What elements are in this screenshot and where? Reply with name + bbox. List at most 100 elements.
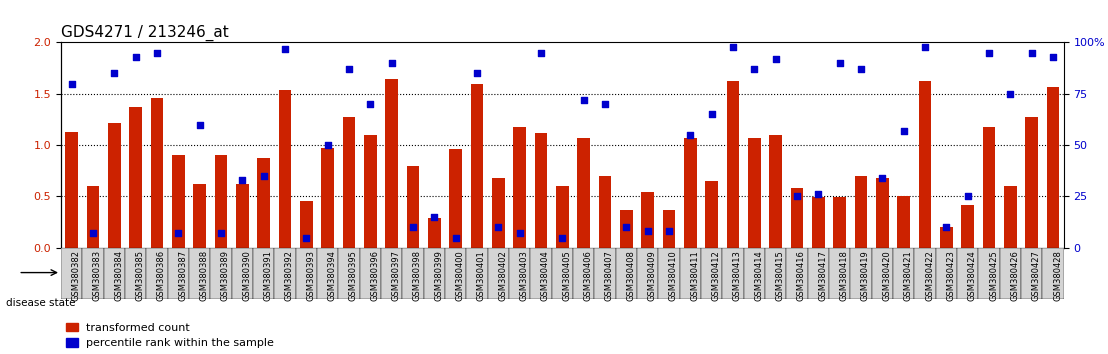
Bar <box>940 227 953 248</box>
Text: GSM380425: GSM380425 <box>989 250 998 301</box>
FancyBboxPatch shape <box>423 248 445 299</box>
Point <box>340 66 358 72</box>
Bar <box>86 186 100 248</box>
Text: GSM380416: GSM380416 <box>797 250 806 301</box>
FancyBboxPatch shape <box>509 248 531 299</box>
Bar <box>471 84 483 248</box>
Text: GSM380401: GSM380401 <box>476 250 486 301</box>
Text: GSM380417: GSM380417 <box>819 250 828 301</box>
FancyBboxPatch shape <box>1043 248 1064 299</box>
Bar <box>577 138 591 248</box>
FancyBboxPatch shape <box>658 248 679 299</box>
Text: GSM380390: GSM380390 <box>243 250 252 301</box>
Point <box>255 173 273 179</box>
Bar <box>897 196 910 248</box>
FancyBboxPatch shape <box>594 248 616 299</box>
Bar <box>1047 87 1059 248</box>
Bar <box>513 127 526 248</box>
Text: GSM380422: GSM380422 <box>925 250 934 301</box>
FancyBboxPatch shape <box>104 248 125 299</box>
Point <box>895 128 913 133</box>
Point <box>319 142 337 148</box>
Text: GSM380399: GSM380399 <box>434 250 443 301</box>
Point <box>746 66 763 72</box>
Text: GSM380396: GSM380396 <box>370 250 379 301</box>
Text: GSM380420: GSM380420 <box>882 250 891 301</box>
Point <box>1023 50 1040 56</box>
Bar <box>363 135 377 248</box>
Bar <box>492 178 505 248</box>
Point <box>831 60 849 66</box>
Point <box>852 66 870 72</box>
Point <box>490 224 507 230</box>
FancyBboxPatch shape <box>445 248 466 299</box>
Text: GSM380382: GSM380382 <box>72 250 81 301</box>
Point <box>447 235 464 240</box>
FancyBboxPatch shape <box>381 248 402 299</box>
FancyBboxPatch shape <box>125 248 146 299</box>
FancyBboxPatch shape <box>61 255 573 290</box>
FancyBboxPatch shape <box>722 248 743 299</box>
Bar <box>706 181 718 248</box>
FancyBboxPatch shape <box>893 248 914 299</box>
Point <box>681 132 699 138</box>
FancyBboxPatch shape <box>829 248 850 299</box>
Bar <box>663 210 676 248</box>
Bar <box>1004 186 1017 248</box>
Point <box>404 224 422 230</box>
Text: GSM380395: GSM380395 <box>349 250 358 301</box>
Point <box>767 56 784 62</box>
Point <box>916 44 934 50</box>
Bar <box>386 79 398 248</box>
FancyBboxPatch shape <box>61 248 82 299</box>
Point <box>788 194 806 199</box>
Text: GSM380407: GSM380407 <box>605 250 614 301</box>
Point <box>617 224 635 230</box>
Text: GSM380423: GSM380423 <box>946 250 955 301</box>
Point <box>191 122 208 127</box>
Bar <box>812 198 824 248</box>
Bar <box>172 155 185 248</box>
FancyBboxPatch shape <box>275 248 296 299</box>
FancyBboxPatch shape <box>253 248 275 299</box>
Bar <box>342 118 356 248</box>
Text: GSM380408: GSM380408 <box>626 250 635 301</box>
Point <box>639 229 657 234</box>
Text: inflammation: inflammation <box>724 266 807 279</box>
Text: fibrosis: fibrosis <box>295 266 339 279</box>
Point <box>63 81 81 86</box>
FancyBboxPatch shape <box>999 248 1020 299</box>
FancyBboxPatch shape <box>765 248 787 299</box>
Bar <box>193 184 206 248</box>
FancyBboxPatch shape <box>552 248 573 299</box>
Point <box>84 230 102 236</box>
Bar <box>833 198 847 248</box>
Bar <box>257 159 270 248</box>
Text: GSM380402: GSM380402 <box>499 250 507 301</box>
Bar <box>598 176 612 248</box>
Text: unclassified: unclassified <box>973 266 1047 279</box>
FancyBboxPatch shape <box>978 248 999 299</box>
Bar <box>300 201 312 248</box>
Bar <box>151 98 163 248</box>
FancyBboxPatch shape <box>573 248 594 299</box>
Text: GSM380419: GSM380419 <box>861 250 870 301</box>
Bar <box>236 184 248 248</box>
Text: GSM380427: GSM380427 <box>1032 250 1040 301</box>
Bar <box>876 178 889 248</box>
Point <box>981 50 998 56</box>
FancyBboxPatch shape <box>82 248 104 299</box>
Bar <box>65 132 78 248</box>
FancyBboxPatch shape <box>466 248 488 299</box>
Bar <box>534 133 547 248</box>
Text: GSM380392: GSM380392 <box>285 250 294 301</box>
Text: GSM380426: GSM380426 <box>1010 250 1019 301</box>
Text: GSM380411: GSM380411 <box>690 250 699 301</box>
Bar <box>215 155 227 248</box>
Bar <box>642 192 654 248</box>
Text: GSM380384: GSM380384 <box>114 250 123 301</box>
Text: GSM380393: GSM380393 <box>306 250 316 301</box>
Text: GSM380383: GSM380383 <box>93 250 102 302</box>
Point <box>148 50 166 56</box>
Text: GSM380404: GSM380404 <box>541 250 550 301</box>
